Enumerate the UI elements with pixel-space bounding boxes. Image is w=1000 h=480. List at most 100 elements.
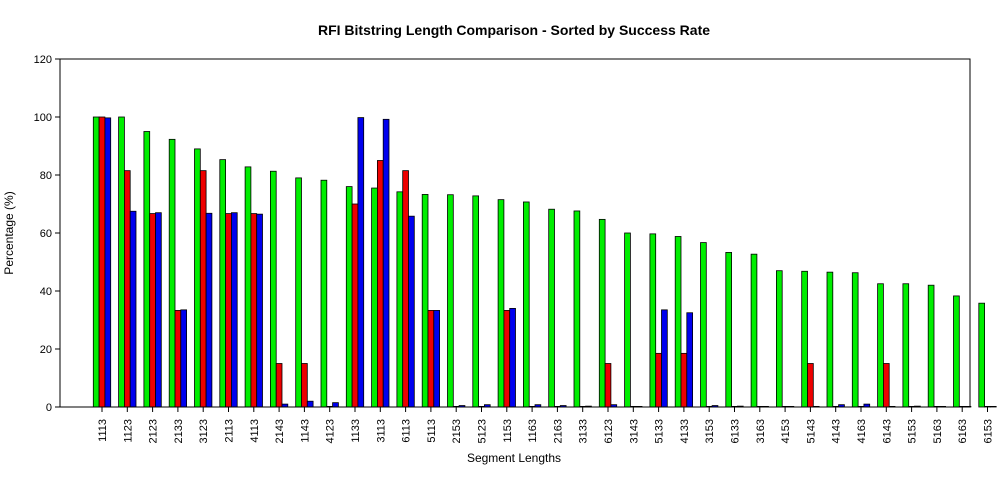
bar-3143-series-1 xyxy=(624,232,631,408)
bar-4153-series-1 xyxy=(776,270,783,408)
x-tick-label: 5113 xyxy=(426,419,438,443)
bar-2163-series-1 xyxy=(548,208,555,408)
x-tick-label: 4133 xyxy=(679,419,691,443)
y-tick-label: 120 xyxy=(34,54,52,66)
bar-5143-series-1 xyxy=(801,270,808,408)
bar-4113-series-2 xyxy=(250,213,258,408)
bar-6113-series-3 xyxy=(408,215,415,408)
bar-2113-series-2 xyxy=(225,213,232,408)
y-tick-label: 0 xyxy=(46,402,52,414)
y-tick-label: 40 xyxy=(40,286,52,298)
x-tick-label: 6153 xyxy=(983,419,995,443)
bar-2143-series-2 xyxy=(275,363,283,408)
x-tick-label: 6133 xyxy=(730,419,742,443)
bar-5133-series-2 xyxy=(655,352,662,408)
bar-5163-series-1 xyxy=(927,284,935,408)
x-tick-label: 2133 xyxy=(173,419,185,443)
bar-2133-series-1 xyxy=(168,138,176,408)
bar-1133-series-2 xyxy=(351,203,359,408)
x-tick-label: 4123 xyxy=(325,419,337,443)
bar-6143-series-1 xyxy=(877,283,884,408)
bar-6153-series-2 xyxy=(984,405,991,408)
x-tick-label: 5153 xyxy=(907,419,919,443)
x-tick-label: 4153 xyxy=(780,419,792,443)
bar-5113-series-1 xyxy=(421,194,429,408)
bar-6143-series-2 xyxy=(883,363,890,408)
x-tick-label: 6113 xyxy=(401,419,413,443)
x-tick-label: 1113 xyxy=(97,419,109,442)
x-tick-label: 1133 xyxy=(350,419,362,443)
bar-6153-series-1 xyxy=(978,302,985,408)
bar-6113-series-2 xyxy=(402,170,409,408)
y-tick-label: 80 xyxy=(40,170,52,182)
bar-1113-series-3 xyxy=(104,117,112,408)
bar-2153-series-1 xyxy=(447,194,454,408)
x-tick-label: 2123 xyxy=(148,419,160,443)
x-tick-label: 4143 xyxy=(831,419,843,443)
bar-1133-series-3 xyxy=(357,117,365,408)
bar-1143-series-2 xyxy=(301,363,308,408)
bar-1123-series-1 xyxy=(118,116,125,408)
bar-4163-series-1 xyxy=(851,272,859,408)
bar-1123-series-3 xyxy=(129,210,137,408)
x-tick-label: 3113 xyxy=(375,419,387,443)
x-tick-label: 5163 xyxy=(932,419,944,443)
bar-3113-series-2 xyxy=(376,160,384,408)
bar-1153-series-2 xyxy=(503,310,511,408)
bar-3123-series-1 xyxy=(194,148,201,408)
x-tick-label: 2153 xyxy=(451,419,463,443)
bar-2123-series-3 xyxy=(155,212,162,408)
bar-3153-series-1 xyxy=(700,242,707,408)
x-tick-label: 3153 xyxy=(704,419,716,443)
x-tick-label: 4163 xyxy=(856,419,868,443)
bar-6163-series-1 xyxy=(953,295,960,408)
bar-2133-series-2 xyxy=(174,310,182,408)
y-tick-label: 60 xyxy=(40,228,52,240)
x-tick-label: 3133 xyxy=(578,419,590,443)
x-tick-label: 6123 xyxy=(603,419,615,443)
bar-2143-series-1 xyxy=(269,170,277,408)
bar-3113-series-1 xyxy=(371,187,378,408)
bar-1143-series-1 xyxy=(295,177,302,408)
chart-title: RFI Bitstring Length Comparison - Sorted… xyxy=(318,22,710,38)
x-tick-label: 5143 xyxy=(805,419,817,443)
bar-4113-series-1 xyxy=(244,166,252,408)
bar-5133-series-1 xyxy=(649,233,657,408)
x-tick-label: 6163 xyxy=(957,419,969,443)
x-tick-label: 1123 xyxy=(122,419,134,443)
x-tick-label: 2113 xyxy=(224,419,236,443)
bar-1123-series-2 xyxy=(124,170,131,408)
bar-4133-series-2 xyxy=(680,352,688,408)
x-tick-label: 5133 xyxy=(654,419,666,443)
bar-2123-series-2 xyxy=(149,213,156,408)
bar-3123-series-2 xyxy=(199,170,207,408)
bar-4123-series-3 xyxy=(332,402,339,408)
bar-6113-series-1 xyxy=(396,191,404,408)
bar-4133-series-3 xyxy=(686,312,693,408)
y-axis-label: Percentage (%) xyxy=(2,191,16,274)
x-tick-label: 1143 xyxy=(299,419,311,443)
x-tick-label: 5123 xyxy=(477,419,489,443)
x-tick-label: 3143 xyxy=(628,419,640,443)
plot-area: 0 20 40 60 80 100 120 1113 1123 2123 2133 3123 2113 4… xyxy=(34,54,997,443)
x-tick-label: 1163 xyxy=(527,419,539,443)
bar-1163-series-1 xyxy=(523,201,530,408)
y-tick-label: 20 xyxy=(40,344,52,356)
bar-1133-series-1 xyxy=(345,186,353,408)
x-tick-label: 1153 xyxy=(502,419,514,443)
bar-5133-series-3 xyxy=(661,309,668,408)
bar-6153-series-3 xyxy=(990,405,997,408)
bar-6133-series-1 xyxy=(725,252,732,408)
bar-4123-series-1 xyxy=(320,179,328,408)
bar-1113-series-2 xyxy=(98,116,106,408)
bar-5143-series-2 xyxy=(807,363,814,408)
x-tick-label: 6143 xyxy=(881,419,893,443)
bar-3123-series-3 xyxy=(205,212,213,408)
bar-6123-series-1 xyxy=(598,218,606,408)
x-tick-label: 4113 xyxy=(249,419,261,443)
x-axis-label: Segment Lengths xyxy=(467,451,561,465)
bar-1113-series-1 xyxy=(92,116,100,408)
bar-3163-series-1 xyxy=(750,253,758,408)
bar-1153-series-3 xyxy=(509,307,516,408)
